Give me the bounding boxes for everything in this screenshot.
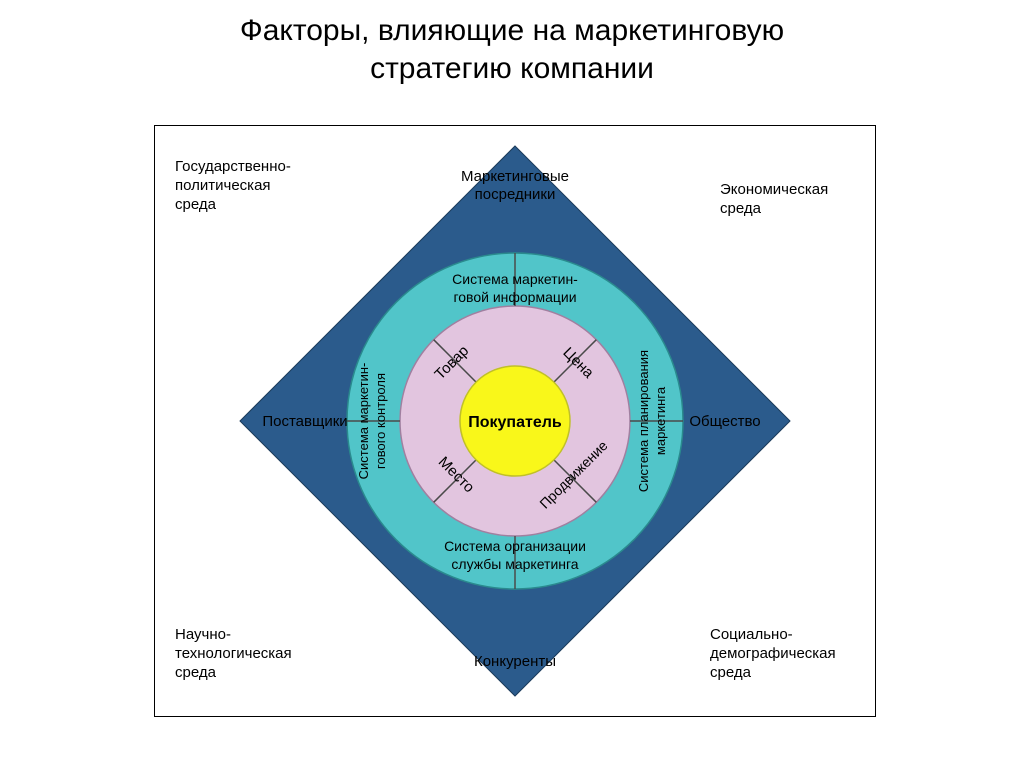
slide-title: Факторы, влияющие на маркетинговую страт…	[0, 0, 1024, 87]
outer-right-l2: маркетинга	[653, 386, 668, 455]
outer-bottom-l2: службы маркетинга	[451, 556, 578, 572]
outer-left-l1: Система маркетин-	[356, 363, 371, 480]
outer-top-l1: Система маркетин-	[452, 271, 578, 287]
diagram-svg: Маркетинговые посредники Общество Конкур…	[155, 126, 875, 716]
outer-left-l2: гового контроля	[373, 373, 388, 469]
diamond-right: Общество	[689, 413, 760, 430]
outer-bottom-l1: Система организации	[444, 538, 586, 554]
diamond-top-l1: Маркетинговые	[461, 168, 569, 185]
diagram-frame: Государственно- политическая среда Эконо…	[154, 125, 876, 717]
title-line1: Факторы, влияющие на маркетинговую	[240, 14, 784, 47]
outer-right-l1: Система планирования	[636, 350, 651, 492]
diamond-left: Поставщики	[262, 413, 347, 430]
title-line2: стратегию компании	[370, 52, 654, 85]
outer-top-l2: говой информации	[453, 289, 576, 305]
diamond-bottom: Конкуренты	[474, 653, 556, 670]
diamond-top-l2: посредники	[475, 186, 556, 203]
center-label: Покупатель	[468, 414, 562, 431]
